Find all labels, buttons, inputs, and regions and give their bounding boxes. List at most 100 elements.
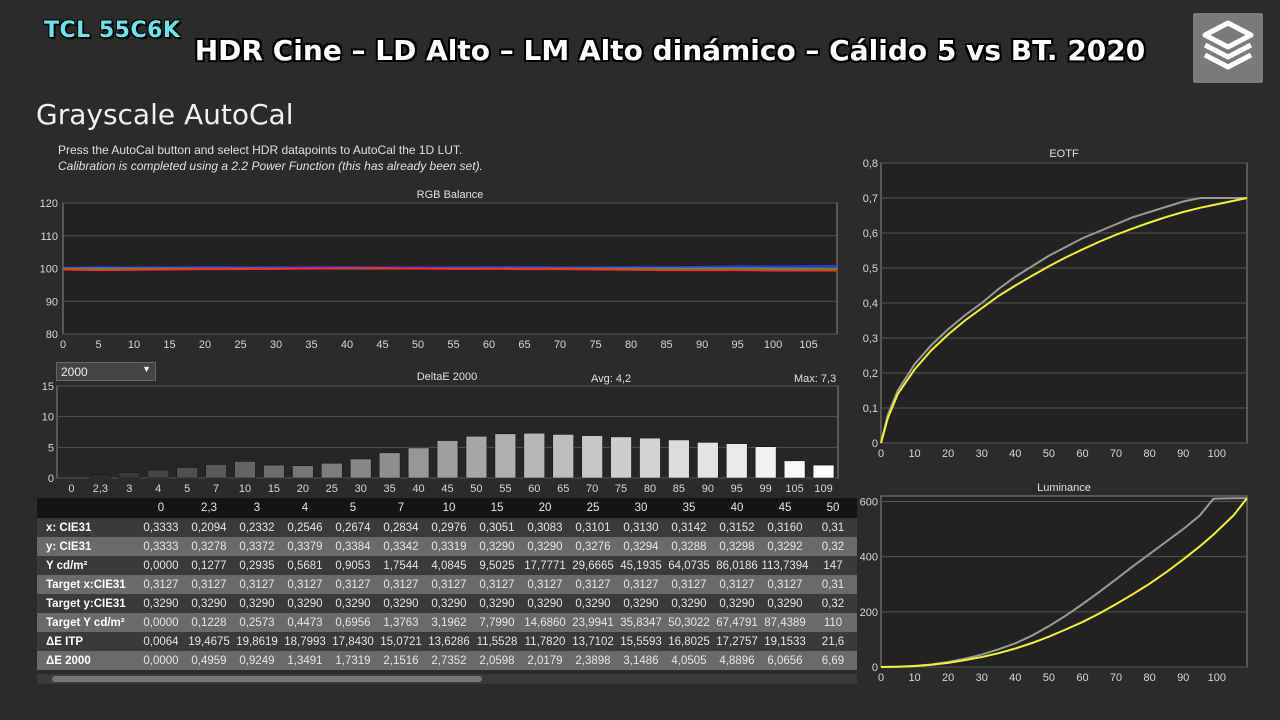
table-cell: 15,5593: [617, 632, 665, 651]
delta-e-bar: [205, 464, 227, 479]
x-tick-label: 20: [297, 483, 309, 495]
table-cell: 0,3127: [569, 575, 617, 594]
table-cell: 87,4389: [761, 613, 809, 632]
delta-e-bar: [89, 474, 112, 479]
instruction-text: Press the AutoCal button and select HDR …: [58, 143, 463, 157]
table-row: ΔE 2000 0,0000 0,4959 0,9249 1,3491 1,7319 2,1…: [37, 651, 857, 670]
table-cell: 64,0735: [665, 556, 713, 575]
table-cell: 2,1516: [377, 651, 425, 670]
table-row: Target x:CIE31 0,3127 0,3127 0,3127 0,3127 0,…: [37, 575, 857, 594]
delta-e-bar: [523, 432, 545, 479]
instruction-note: Calibration is completed using a 2.2 Pow…: [58, 159, 483, 173]
x-tick-label: 60: [1076, 448, 1088, 460]
table-cell: 0,3130: [617, 518, 665, 537]
table-cell: 0,3160: [761, 518, 809, 537]
table-cell: 0,3292: [761, 537, 809, 556]
table-cell: 0,3127: [377, 575, 425, 594]
table-cell: 0,3379: [281, 537, 329, 556]
table-cell: 0,3083: [521, 518, 569, 537]
delta-e-max: Max: 7,3: [794, 373, 837, 385]
column-header: 20: [521, 498, 569, 518]
delta-e-bar: [668, 439, 690, 479]
y-tick-label: 0: [872, 438, 878, 450]
table-cell: 0,3290: [425, 594, 473, 613]
x-tick-label: 100: [1208, 672, 1226, 684]
table-row: ΔE ITP 0,0064 19,4675 19,8619 18,7993 17,8430…: [37, 632, 857, 651]
x-tick-label: 109: [814, 483, 832, 495]
table-cell: 0,3152: [713, 518, 761, 537]
x-tick-label: 60: [528, 483, 540, 495]
row-label: x: CIE31: [37, 518, 137, 537]
x-tick-label: 85: [660, 339, 672, 351]
table-cell: 0,3290: [137, 594, 185, 613]
y-tick-label: 0,5: [863, 263, 878, 275]
luminance-chart: 600 400 200 00 10 20 30 40 50 60 70 80 90 100: [860, 495, 1248, 684]
x-tick-label: 90: [696, 339, 708, 351]
x-tick-label: 99: [760, 483, 772, 495]
table-cell: 19,8619: [233, 632, 281, 651]
delta-e-bar: [581, 435, 603, 479]
table-cell: 14,6860: [521, 613, 569, 632]
row-label: Target x:CIE31: [37, 575, 137, 594]
x-tick-label: 90: [702, 483, 714, 495]
table-cell: 0,3101: [569, 518, 617, 537]
table-cell: 0,2332: [233, 518, 281, 537]
delta-e-bar: [494, 433, 517, 479]
x-tick-label: 70: [1110, 448, 1122, 460]
eotf-title: EOTF: [1049, 148, 1079, 160]
column-header: 45: [761, 498, 809, 518]
y-tick-label: 100: [40, 264, 58, 276]
x-tick-label: 20: [199, 339, 211, 351]
table-cell: 0,2573: [233, 613, 281, 632]
table-cell: 0,1277: [185, 556, 233, 575]
table-cell: 0,3290: [617, 594, 665, 613]
table-cell: 0,6956: [329, 613, 377, 632]
table-cell: 9,5025: [473, 556, 521, 575]
scrollbar-thumb[interactable]: [52, 676, 482, 682]
table-cell: 0,3333: [137, 518, 185, 537]
x-tick-label: 80: [644, 483, 656, 495]
y-tick-label: 0,4: [863, 298, 878, 310]
x-tick-label: 2,3: [93, 483, 108, 495]
table-cell: 13,7102: [569, 632, 617, 651]
gray-curve-line: [880, 197, 1247, 444]
column-header: 40: [713, 498, 761, 518]
x-tick-label: 45: [441, 483, 453, 495]
x-tick-label: 55: [447, 339, 459, 351]
table-cell: 1,3491: [281, 651, 329, 670]
y-tick-label: 0: [872, 662, 878, 674]
table-cell: 0,3127: [521, 575, 569, 594]
table-cell: 0,0000: [137, 556, 185, 575]
delta-e-bar: [726, 443, 748, 479]
x-tick-label: 60: [483, 339, 495, 351]
table-cell: 0,3127: [617, 575, 665, 594]
table-cell: 23,9941: [569, 613, 617, 632]
x-tick-label: 45: [376, 339, 388, 351]
y-tick-label: 90: [46, 296, 58, 308]
column-header: 2,3: [185, 498, 233, 518]
delta-e-formula-select[interactable]: 2000 ▼: [56, 362, 156, 381]
x-tick-label: 10: [239, 483, 251, 495]
delta-e-bar: [292, 465, 314, 479]
table-cell: 0,0000: [137, 651, 185, 670]
table-cell: 0,3290: [521, 537, 569, 556]
x-tick-label: 5: [184, 483, 190, 495]
table-cell: 16,8025: [665, 632, 713, 651]
yellow-curve-line: [880, 497, 1248, 668]
table-cell: 0,3127: [281, 575, 329, 594]
delta-e-bar: [783, 460, 806, 479]
delta-e-bar: [321, 463, 343, 479]
table-cell: 67,4791: [713, 613, 761, 632]
x-tick-label: 105: [785, 483, 803, 495]
table-cell: 15,0721: [377, 632, 425, 651]
y-tick-label: 0,2: [863, 368, 878, 380]
y-tick-label: 0,7: [863, 193, 878, 205]
table-cell: 45,1935: [617, 556, 665, 575]
x-tick-label: 50: [470, 483, 482, 495]
table-cell: 0,3127: [329, 575, 377, 594]
table-cell: 0,4959: [185, 651, 233, 670]
delta-e-bar: [407, 447, 430, 479]
table-cell: 29,6665: [569, 556, 617, 575]
x-tick-label: 30: [976, 672, 988, 684]
x-tick-label: 90: [1177, 448, 1189, 460]
